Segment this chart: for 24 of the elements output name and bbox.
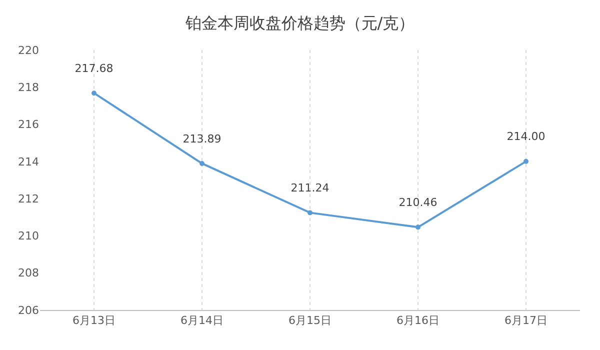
y-tick-label: 212	[18, 192, 39, 206]
chart-title: 铂金本周收盘价格趋势（元/克）	[184, 14, 415, 33]
point	[92, 90, 96, 96]
point	[308, 210, 312, 216]
text: 214.00	[506, 130, 546, 144]
y-tick-label: 210	[18, 230, 39, 243]
point	[200, 160, 204, 166]
text: 210.46	[398, 196, 438, 209]
x-tick-label: 6月17日	[504, 314, 548, 328]
point	[524, 158, 528, 164]
y-tick-label: 220	[18, 44, 39, 57]
text: 213.89	[182, 132, 222, 146]
y-tick-label: 218	[18, 80, 39, 94]
y-tick-label: 208	[18, 266, 39, 280]
y-tick-label: 206	[18, 304, 39, 317]
text: 211.24	[290, 182, 330, 195]
point	[416, 224, 420, 230]
text: 217.68	[74, 62, 114, 75]
y-tick-label: 214	[18, 155, 39, 168]
x-tick-label: 6月13日	[72, 314, 116, 328]
y-tick-label: 216	[18, 118, 39, 132]
x-tick-label: 6月15日	[288, 314, 332, 328]
x-tick-label: 6月16日	[396, 314, 440, 328]
x-tick-label: 6月14日	[180, 314, 224, 328]
